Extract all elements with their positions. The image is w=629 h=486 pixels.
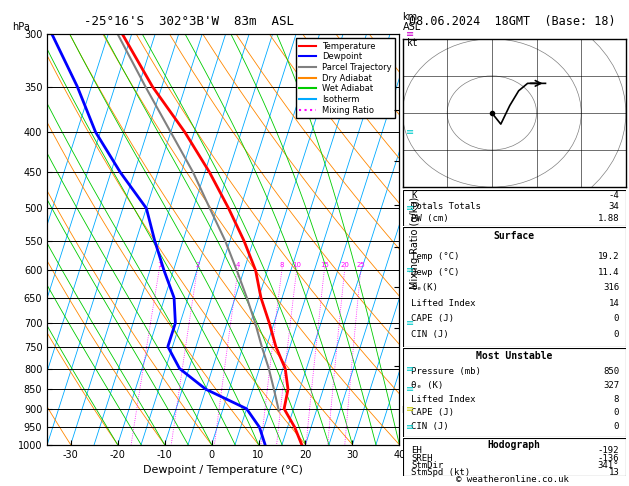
- Text: Pressure (mb): Pressure (mb): [411, 367, 481, 376]
- Text: -192: -192: [598, 446, 619, 455]
- Text: StmSpd (kt): StmSpd (kt): [411, 468, 470, 477]
- Text: 2: 2: [196, 261, 200, 268]
- Text: 327: 327: [603, 381, 619, 390]
- FancyBboxPatch shape: [403, 190, 626, 226]
- Text: -25°16'S  302°3B'W  83m  ASL: -25°16'S 302°3B'W 83m ASL: [84, 15, 294, 28]
- Text: θₑ (K): θₑ (K): [411, 381, 443, 390]
- Text: 0: 0: [614, 422, 619, 431]
- Text: 0: 0: [614, 408, 619, 417]
- Text: SREH: SREH: [411, 453, 433, 463]
- Text: K: K: [411, 191, 417, 200]
- Text: 316: 316: [603, 283, 619, 292]
- Text: ≡: ≡: [406, 404, 414, 414]
- Legend: Temperature, Dewpoint, Parcel Trajectory, Dry Adiabat, Wet Adiabat, Isotherm, Mi: Temperature, Dewpoint, Parcel Trajectory…: [296, 38, 395, 118]
- Text: CAPE (J): CAPE (J): [411, 314, 455, 323]
- Text: ≡: ≡: [406, 203, 414, 213]
- FancyBboxPatch shape: [403, 348, 626, 437]
- Text: Surface: Surface: [494, 230, 535, 241]
- Text: CAPE (J): CAPE (J): [411, 408, 455, 417]
- Text: ≡: ≡: [406, 422, 414, 432]
- Text: 13: 13: [608, 468, 619, 477]
- Text: Hodograph: Hodograph: [487, 439, 541, 450]
- Text: LCL: LCL: [401, 406, 416, 415]
- Text: 8: 8: [614, 395, 619, 403]
- Text: 4: 4: [236, 261, 240, 268]
- Text: 15: 15: [320, 261, 329, 268]
- FancyBboxPatch shape: [403, 438, 626, 476]
- Text: ≡: ≡: [406, 318, 414, 328]
- Text: ≡: ≡: [406, 265, 414, 276]
- Text: 850: 850: [603, 367, 619, 376]
- Text: 14: 14: [608, 299, 619, 308]
- Text: 1: 1: [157, 261, 162, 268]
- Text: 0: 0: [614, 314, 619, 323]
- Text: Temp (°C): Temp (°C): [411, 252, 460, 261]
- Text: Mixing Ratio (g/kg): Mixing Ratio (g/kg): [410, 197, 420, 289]
- X-axis label: Dewpoint / Temperature (°C): Dewpoint / Temperature (°C): [143, 465, 303, 475]
- Text: ≡: ≡: [406, 127, 414, 137]
- FancyBboxPatch shape: [403, 227, 626, 347]
- Text: Most Unstable: Most Unstable: [476, 351, 552, 361]
- Text: hPa: hPa: [13, 21, 30, 32]
- Text: kt: kt: [407, 38, 419, 48]
- Text: Lifted Index: Lifted Index: [411, 395, 476, 403]
- Text: 11.4: 11.4: [598, 268, 619, 277]
- Text: km
ASL: km ASL: [403, 12, 421, 32]
- Text: CIN (J): CIN (J): [411, 422, 449, 431]
- Text: 10: 10: [292, 261, 301, 268]
- Text: 34: 34: [608, 202, 619, 211]
- Text: Dewp (°C): Dewp (°C): [411, 268, 460, 277]
- Text: 19.2: 19.2: [598, 252, 619, 261]
- Text: ≡: ≡: [406, 29, 414, 39]
- Text: CIN (J): CIN (J): [411, 330, 449, 339]
- Text: ≡: ≡: [406, 364, 414, 374]
- Text: StmDir: StmDir: [411, 461, 443, 470]
- Text: -136: -136: [598, 453, 619, 463]
- Text: 341°: 341°: [598, 461, 619, 470]
- Text: Lifted Index: Lifted Index: [411, 299, 476, 308]
- Text: 25: 25: [357, 261, 365, 268]
- Text: 8: 8: [280, 261, 284, 268]
- Text: © weatheronline.co.uk: © weatheronline.co.uk: [456, 474, 569, 484]
- Text: ≡: ≡: [406, 384, 414, 394]
- Text: EH: EH: [411, 446, 422, 455]
- Text: 0: 0: [614, 330, 619, 339]
- Text: 1.88: 1.88: [598, 214, 619, 223]
- Text: 20: 20: [340, 261, 349, 268]
- Text: 08.06.2024  18GMT  (Base: 18): 08.06.2024 18GMT (Base: 18): [409, 15, 616, 28]
- Text: -4: -4: [608, 191, 619, 200]
- Text: Totals Totals: Totals Totals: [411, 202, 481, 211]
- Text: θₑ(K): θₑ(K): [411, 283, 438, 292]
- Text: PW (cm): PW (cm): [411, 214, 449, 223]
